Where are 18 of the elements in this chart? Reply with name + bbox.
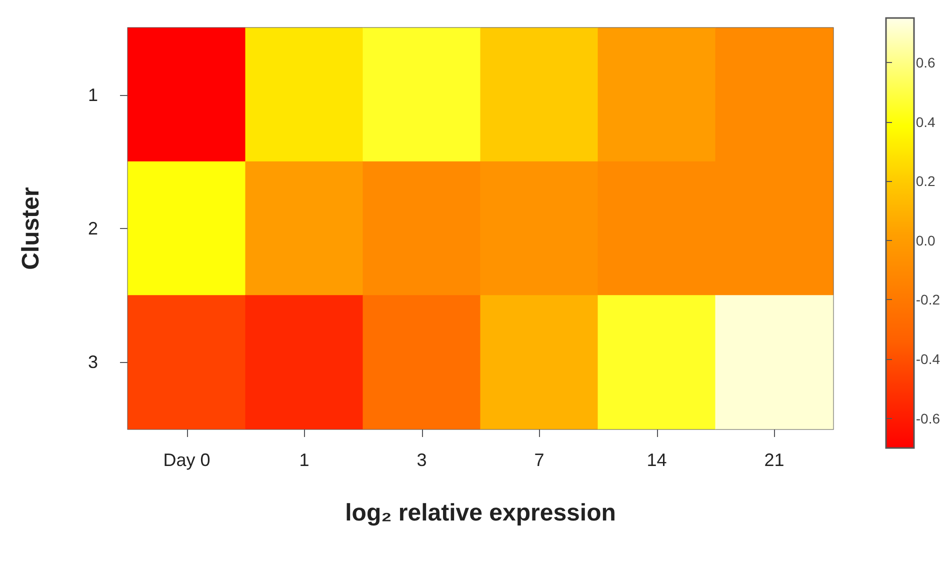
x-tick-label: Day 0 <box>163 450 210 470</box>
color-bar-label: -0.4 <box>916 351 940 368</box>
color-bar-label: 0.6 <box>916 54 936 70</box>
x-tick-label: 14 <box>646 450 667 470</box>
y-tick-label: 1 <box>88 84 98 105</box>
y-tick-label: 3 <box>88 352 98 372</box>
x-axis-title: log₂ relative expression <box>345 500 616 526</box>
x-tick-label: 7 <box>534 450 544 470</box>
color-bar-label: 0.2 <box>916 173 936 190</box>
y-axis-title: Cluster <box>18 187 44 270</box>
color-bar-label: 0.0 <box>916 232 936 248</box>
color-bar-label: -0.2 <box>916 292 940 308</box>
x-tick-label: 3 <box>416 450 427 470</box>
color-bar-label: -0.6 <box>916 410 940 426</box>
x-tick-label: 1 <box>299 450 310 470</box>
color-bar-label: 0.4 <box>916 114 936 130</box>
y-tick-label: 2 <box>88 218 98 238</box>
x-tick-label: 21 <box>764 450 784 470</box>
